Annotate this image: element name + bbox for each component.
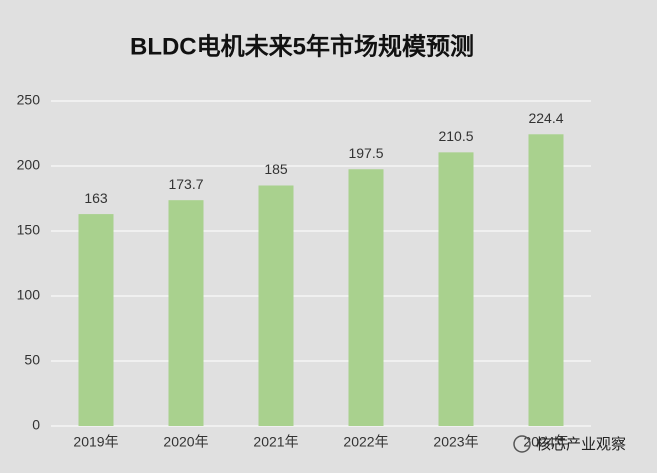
value-label: 210.5	[438, 128, 473, 144]
x-tick-label: 2020年	[163, 434, 208, 450]
watermark: 核芯产业观察	[536, 435, 626, 453]
bar	[348, 169, 384, 426]
y-tick-label: 150	[17, 222, 41, 238]
bar	[78, 214, 114, 426]
y-tick-label: 0	[32, 417, 40, 433]
x-tick-label: 2019年	[73, 434, 118, 450]
watermark-icon	[513, 435, 531, 453]
value-label: 173.7	[168, 176, 203, 192]
y-tick-label: 100	[17, 287, 41, 303]
value-label: 163	[84, 190, 108, 206]
chart-title: BLDC电机未来5年市场规模预测	[130, 32, 474, 60]
y-tick-label: 50	[24, 352, 40, 368]
bar	[168, 200, 204, 426]
y-tick-label: 200	[17, 157, 41, 173]
value-label: 185	[264, 161, 288, 177]
bar	[258, 185, 294, 426]
bar	[528, 134, 564, 426]
bar	[438, 152, 474, 426]
value-label: 197.5	[348, 145, 383, 161]
x-tick-label: 2024年	[523, 434, 568, 450]
x-tick-label: 2023年	[433, 434, 478, 450]
y-tick-label: 250	[17, 92, 41, 108]
x-tick-label: 2022年	[343, 434, 388, 450]
value-label: 224.4	[528, 110, 563, 126]
x-tick-label: 2021年	[253, 434, 298, 450]
